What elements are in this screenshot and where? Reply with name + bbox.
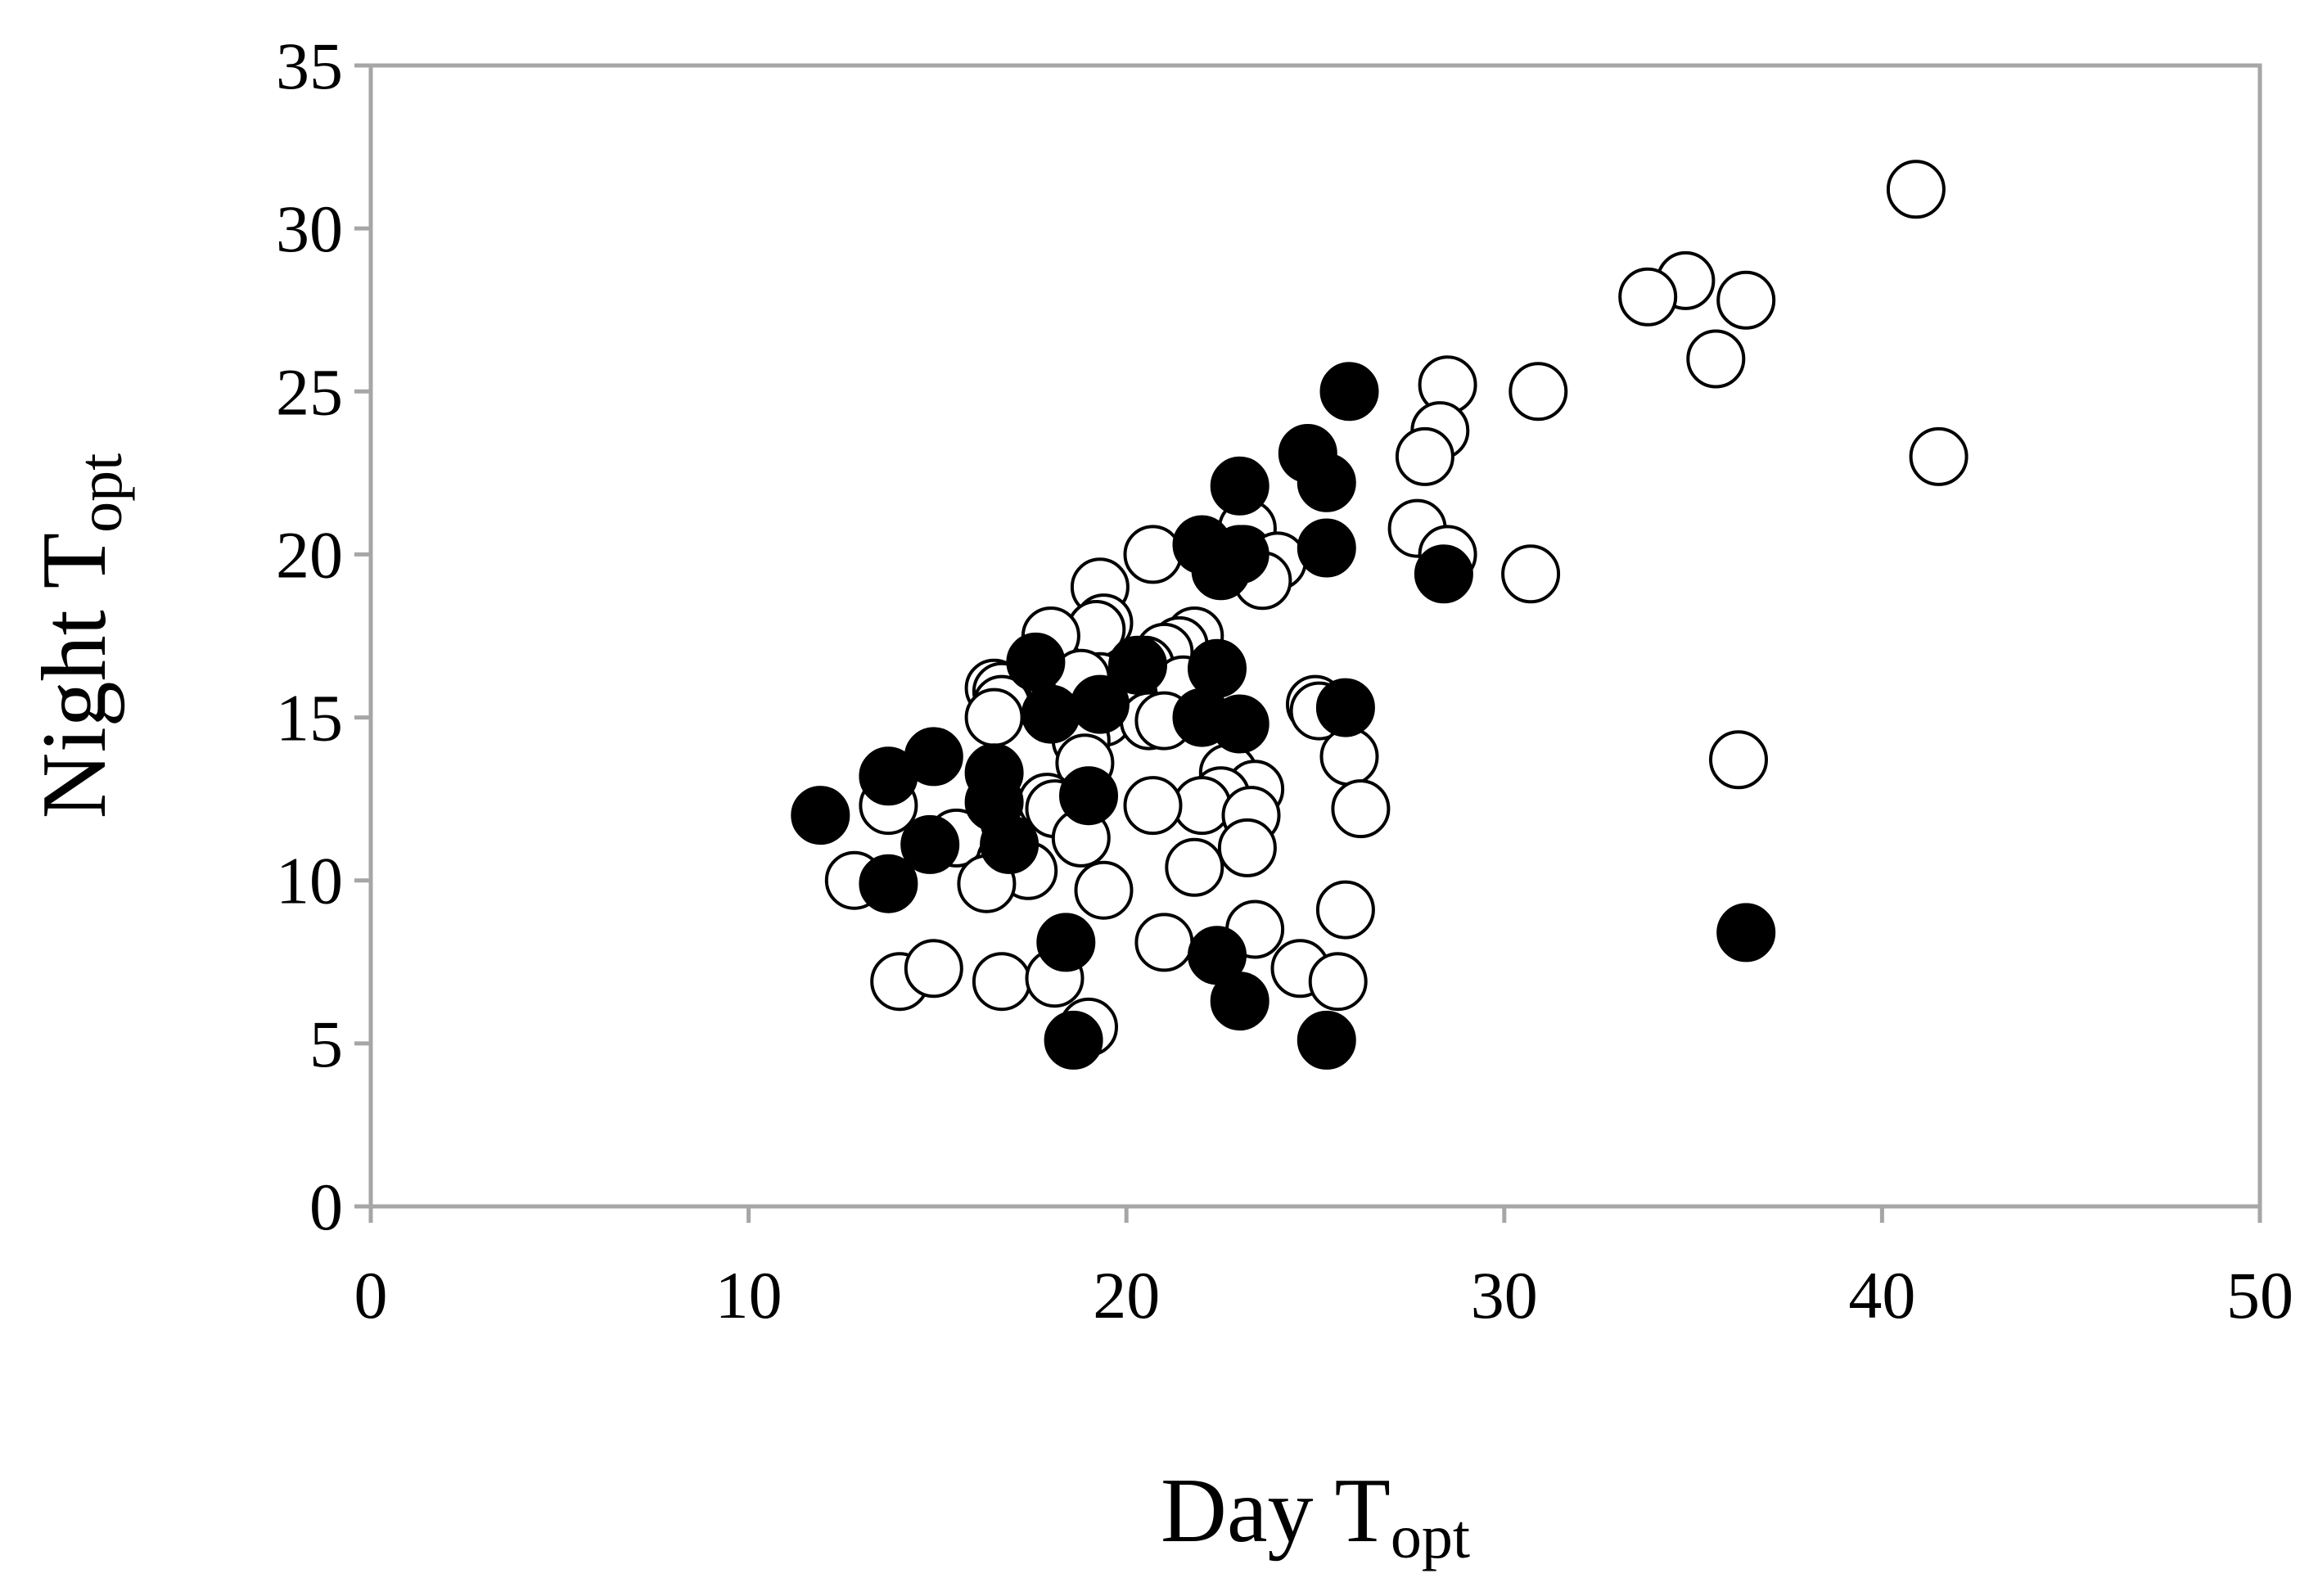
filled-data-point	[1716, 903, 1776, 963]
open-data-point	[904, 939, 963, 999]
open-data-point	[1331, 779, 1391, 839]
open-data-point	[1308, 952, 1368, 1012]
open-data-point	[1123, 776, 1183, 836]
filled-data-point	[1210, 694, 1269, 754]
filled-data-point	[859, 854, 918, 913]
x-tick-label: 40	[1848, 1258, 1915, 1332]
open-data-point	[1709, 730, 1768, 790]
filled-data-point	[1297, 1010, 1356, 1070]
y-axis-title: Night Topt	[24, 453, 135, 819]
filled-data-point	[1319, 362, 1379, 422]
x-tick-label: 30	[1471, 1258, 1538, 1332]
open-data-point	[1509, 362, 1568, 422]
filled-data-point	[1315, 678, 1375, 737]
filled-data-point	[1036, 913, 1096, 972]
open-data-point	[1315, 880, 1375, 940]
y-tick-label: 20	[276, 517, 343, 592]
open-data-point	[1217, 818, 1277, 877]
open-data-point	[972, 952, 1031, 1012]
open-data-point	[1618, 267, 1678, 327]
open-data-point	[1165, 837, 1224, 897]
open-data-point	[1909, 426, 1968, 486]
filled-data-point	[1188, 638, 1247, 698]
filled-data-point	[1059, 766, 1118, 826]
open-data-point	[1716, 270, 1776, 330]
filled-data-point	[1108, 635, 1167, 695]
filled-data-point	[1044, 1010, 1103, 1070]
filled-data-point	[1297, 518, 1356, 578]
open-data-point	[1074, 860, 1134, 920]
y-tick-label: 30	[276, 192, 343, 266]
y-axis-ticks: 0 5 10 15 20 25 30 35	[276, 29, 371, 1244]
open-data-point	[1319, 727, 1379, 787]
open-data-point	[1501, 544, 1561, 604]
y-axis-title-subscript: opt	[66, 453, 135, 533]
filled-data-point	[1021, 684, 1080, 744]
open-data-point	[964, 688, 1024, 747]
y-tick-label: 10	[276, 844, 343, 918]
x-tick-label: 0	[354, 1258, 388, 1332]
x-axis-ticks: 0 10 20 30 40 50	[354, 1206, 2293, 1332]
y-tick-label: 0	[309, 1170, 343, 1244]
x-tick-label: 20	[1093, 1258, 1160, 1332]
filled-data-point	[1006, 632, 1066, 692]
x-tick-label: 50	[2226, 1258, 2293, 1332]
filled-data-point	[1297, 453, 1356, 512]
open-data-point	[1686, 329, 1746, 389]
filled-data-point	[1070, 674, 1130, 734]
y-tick-label: 15	[276, 681, 343, 755]
y-tick-label: 35	[276, 29, 343, 103]
filled-circle-series	[791, 362, 1776, 1070]
x-axis-title: Day Topt	[1161, 1460, 1470, 1571]
x-axis-title-main: Day T	[1161, 1460, 1391, 1562]
filled-data-point	[791, 786, 850, 845]
filled-data-point	[900, 814, 960, 874]
filled-data-point	[1414, 544, 1473, 604]
open-data-point	[1134, 913, 1194, 972]
y-axis-title-main: Night T	[24, 533, 125, 819]
x-axis-title-subscript: opt	[1391, 1503, 1470, 1571]
open-data-point	[1886, 160, 1946, 219]
y-tick-label: 5	[309, 1007, 343, 1081]
open-data-point	[1123, 525, 1183, 584]
filled-data-point	[1210, 525, 1269, 584]
open-data-point	[1172, 776, 1232, 836]
filled-data-point	[1210, 972, 1269, 1031]
open-data-point	[1395, 426, 1454, 486]
filled-data-point	[1210, 456, 1269, 516]
filled-data-point	[904, 727, 963, 787]
plot-area-border	[368, 63, 2262, 1209]
filled-data-point	[980, 814, 1039, 874]
y-tick-label: 25	[276, 354, 343, 429]
x-tick-label: 10	[715, 1258, 782, 1332]
